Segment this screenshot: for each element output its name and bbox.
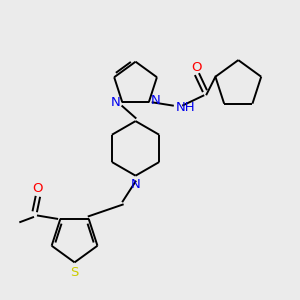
Text: N: N	[111, 96, 121, 109]
Text: N: N	[131, 178, 140, 191]
Text: O: O	[192, 61, 202, 74]
Text: O: O	[33, 182, 43, 195]
Text: NH: NH	[176, 101, 196, 114]
Text: N: N	[150, 94, 160, 107]
Text: S: S	[70, 266, 79, 279]
